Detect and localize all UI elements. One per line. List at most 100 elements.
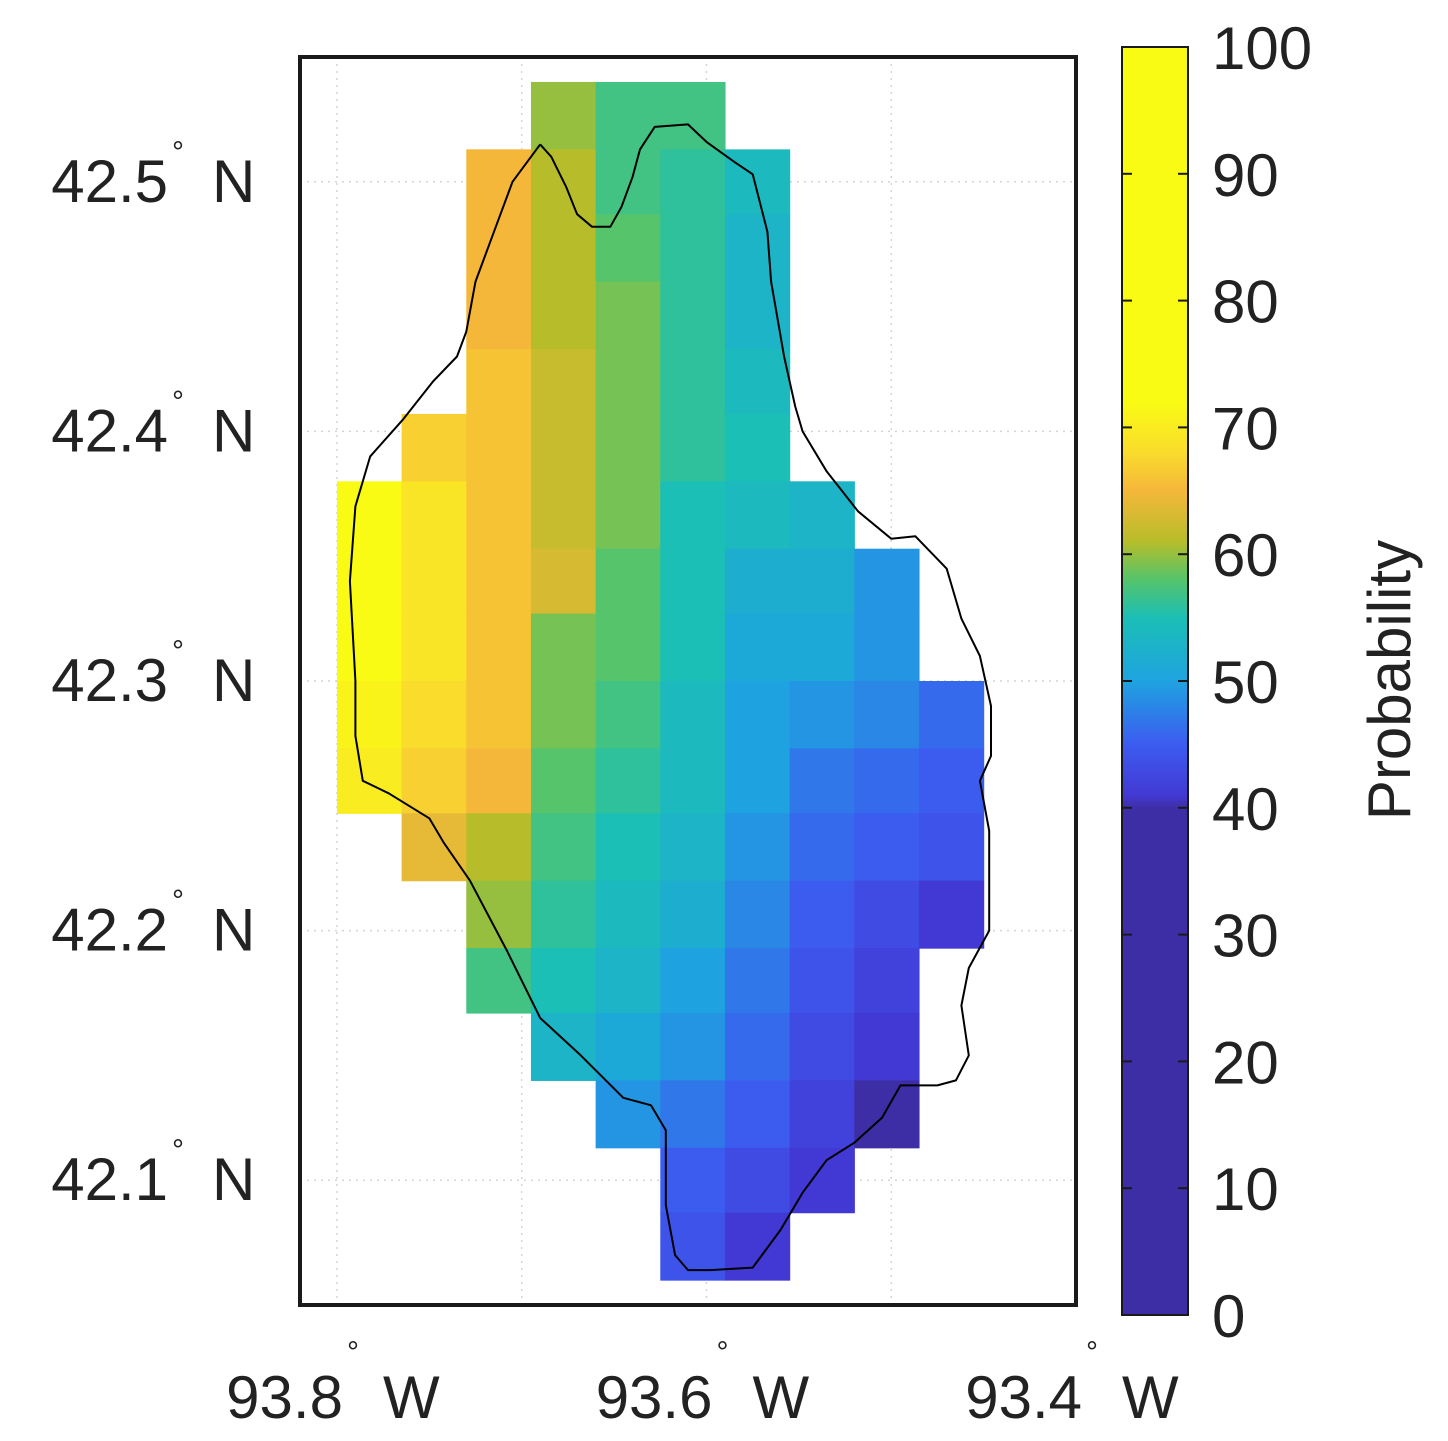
colorbar-tick-label: 30 [1212, 903, 1279, 970]
hemisphere-letter: W [752, 1364, 809, 1431]
probability-cell [918, 880, 985, 949]
probability-cell [401, 413, 467, 482]
probability-cell [789, 813, 855, 882]
probability-cell [724, 214, 791, 283]
probability-cell [336, 548, 403, 615]
probability-cell [854, 1012, 920, 1081]
probability-cell [660, 214, 726, 283]
probability-cell [660, 681, 726, 749]
probability-cell [466, 681, 532, 749]
probability-cell [789, 613, 855, 682]
probability-cell [595, 1080, 661, 1149]
hemisphere-letter: W [1122, 1364, 1179, 1431]
probability-cell [595, 613, 661, 682]
probability-cell [918, 748, 985, 814]
probability-cells [336, 81, 985, 1281]
probability-cell [530, 880, 597, 949]
probability-cell [724, 1012, 791, 1081]
probability-cell [724, 813, 791, 882]
colorbar-tick-label: 20 [1212, 1029, 1279, 1096]
probability-cell [336, 681, 403, 749]
lon-tick-label: 93.6° W [596, 1336, 810, 1431]
probability-cell [530, 413, 597, 482]
degree-symbol: ° [347, 1336, 359, 1369]
probability-cell [466, 613, 532, 682]
probability-cell [660, 1012, 726, 1081]
probability-cell [530, 81, 597, 150]
hemisphere-letter: W [383, 1364, 440, 1431]
lon-tick-label: 93.4° W [965, 1336, 1179, 1431]
probability-cell [724, 748, 791, 814]
probability-cell [401, 481, 467, 550]
lat-tick-number: 42.1 [51, 1146, 168, 1213]
probability-cell [595, 948, 661, 1014]
probability-cell [854, 948, 920, 1014]
degree-symbol: ° [172, 885, 184, 918]
probability-cell [530, 948, 597, 1014]
degree-symbol: ° [716, 1336, 728, 1369]
probability-cell [724, 1080, 791, 1149]
probability-cell [530, 548, 597, 615]
probability-cell [660, 813, 726, 882]
lon-tick-number: 93.4 [965, 1364, 1082, 1431]
probability-cell [724, 1212, 791, 1281]
colorbar-tick-label: 10 [1212, 1156, 1279, 1223]
lat-tick-label: 42.1 ° N [51, 1134, 255, 1213]
colorbar-label: Probability [1356, 540, 1423, 820]
probability-cell [336, 748, 403, 814]
probability-cell [595, 413, 661, 482]
watershed-boundary [348, 123, 992, 1272]
probability-cell [401, 813, 467, 882]
probability-cell [789, 481, 855, 550]
probability-cell [595, 214, 661, 283]
probability-cell [660, 149, 726, 215]
probability-cell [595, 548, 661, 615]
probability-cell [401, 681, 467, 749]
probability-cell [918, 813, 985, 882]
colorbar-tick-label: 70 [1212, 395, 1279, 462]
probability-cell [530, 349, 597, 415]
probability-cell [401, 548, 467, 615]
probability-cell [530, 481, 597, 550]
probability-cell [466, 413, 532, 482]
probability-cell [854, 681, 920, 749]
probability-cell [336, 481, 403, 550]
probability-cell [854, 548, 920, 615]
colorbar-tick-label: 0 [1212, 1283, 1245, 1350]
colorbar-tick-label: 40 [1212, 776, 1279, 843]
probability-cell [530, 281, 597, 350]
colorbar-tick-label: 50 [1212, 649, 1279, 716]
colorbar-ticks: 0 10 20 30 40 50 60 70 80 90 100 [1122, 15, 1312, 1350]
lat-tick-label: 42.5 ° N [51, 136, 255, 215]
probability-cell [660, 1080, 726, 1149]
probability-cell [789, 880, 855, 949]
lon-tick-number: 93.8 [226, 1364, 343, 1431]
probability-cell [530, 681, 597, 749]
longitude-labels: 93.8°W 93.6°W 93.4°W [226, 1336, 1179, 1431]
probability-cell [724, 281, 791, 350]
colorbar [1121, 46, 1189, 1316]
probability-cell [466, 349, 532, 415]
probability-cell [595, 481, 661, 550]
colorbar-tick-label: 80 [1212, 269, 1279, 336]
probability-cell [466, 748, 532, 814]
degree-symbol: ° [1086, 1336, 1098, 1369]
colorbar-tick-label: 60 [1212, 522, 1279, 589]
probability-cell [530, 748, 597, 814]
lat-tick-label: 42.3 ° N [51, 635, 255, 714]
probability-cell [595, 748, 661, 814]
probability-cell [466, 948, 532, 1014]
probability-cell [724, 481, 791, 550]
hemisphere-letter: N [212, 1146, 255, 1213]
latitude-labels: 42.5 ° N42.4 ° N42.3 ° N42.2 ° N42.1 ° N [51, 136, 255, 1213]
probability-cell [854, 880, 920, 949]
probability-cell [660, 349, 726, 415]
probability-cell [660, 1147, 726, 1214]
lat-tick-number: 42.2 [51, 897, 168, 964]
hemisphere-letter: N [212, 148, 255, 215]
lon-tick-label: 93.8° W [226, 1336, 440, 1431]
lat-tick-number: 42.5 [51, 148, 168, 215]
probability-cell [466, 149, 532, 215]
hemisphere-letter: N [212, 397, 255, 464]
